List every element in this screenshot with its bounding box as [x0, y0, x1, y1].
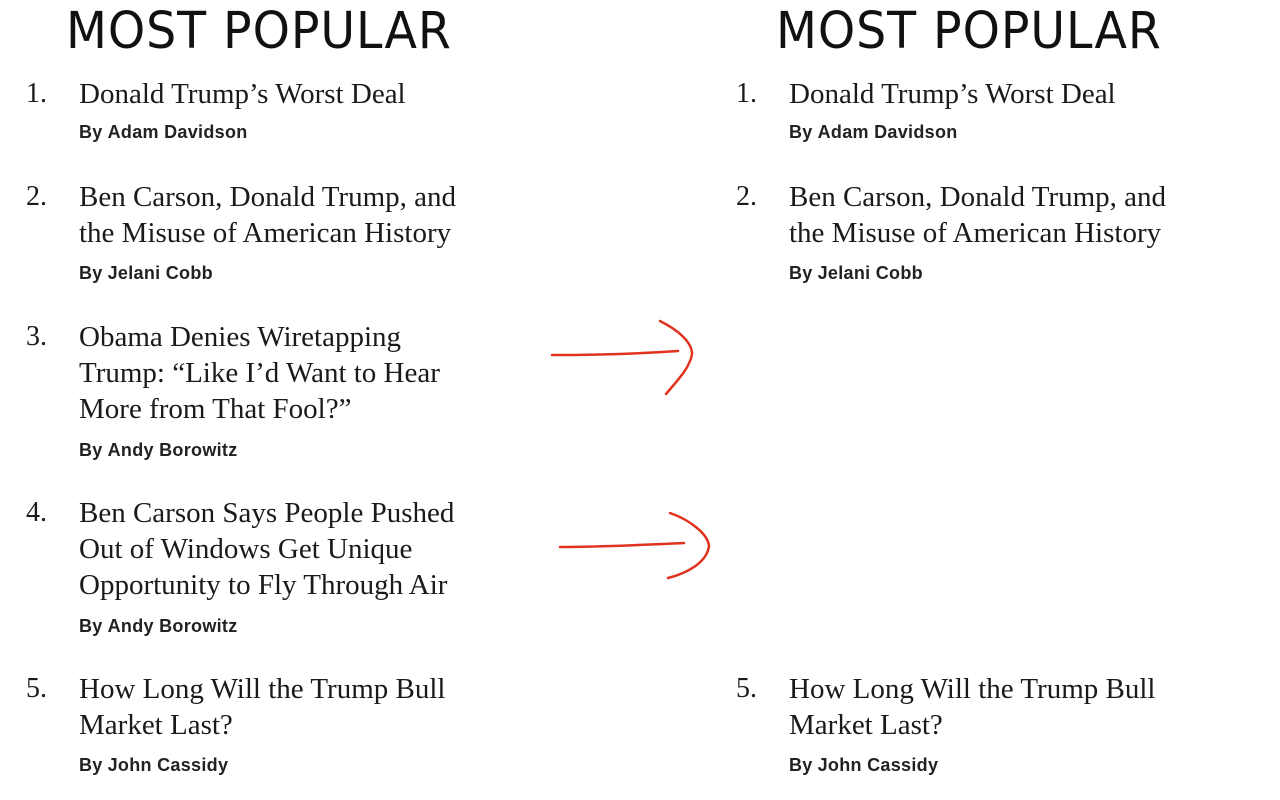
article-title-link[interactable]: Ben Carson Says People Pushed Out of Win… [79, 495, 454, 603]
article-title-link[interactable]: Donald Trump’s Worst Deal [789, 76, 1116, 112]
author-byline[interactable]: By Jelani Cobb [789, 263, 923, 284]
author-name: Jelani Cobb [817, 263, 923, 283]
author-name: Adam Davidson [107, 122, 248, 142]
author-byline[interactable]: By John Cassidy [79, 755, 228, 776]
title-line: Ben Carson Says People Pushed [79, 497, 455, 529]
title-line: Out of Windows Get Unique [79, 533, 413, 565]
title-line: More from That Fool?” [79, 393, 352, 425]
title-line: Donald Trump’s Worst Deal [789, 78, 1116, 110]
section-heading: MOST POPULAR [66, 2, 452, 61]
by-label: By [789, 263, 813, 283]
title-line: the Misuse of American History [79, 217, 452, 249]
item-number: 2. [736, 181, 757, 212]
arrow-right-icon [550, 319, 694, 396]
article-title-link[interactable]: How Long Will the Trump Bull Market Last… [789, 671, 1155, 743]
item-number: 1. [26, 78, 47, 109]
item-number: 2. [26, 181, 47, 212]
item-number: 4. [26, 497, 47, 528]
author-name: Andy Borowitz [107, 440, 238, 460]
section-heading: MOST POPULAR [776, 2, 1162, 61]
title-line: Ben Carson, Donald Trump, and [79, 181, 456, 213]
author-name: Andy Borowitz [107, 616, 238, 636]
article-title-link[interactable]: Donald Trump’s Worst Deal [79, 76, 406, 112]
article-title-link[interactable]: Ben Carson, Donald Trump, and the Misuse… [789, 179, 1166, 251]
item-number: 3. [26, 321, 47, 352]
title-line: the Misuse of American History [789, 217, 1162, 249]
most-popular-left: MOST POPULAR 1. Donald Trump’s Worst Dea… [0, 0, 520, 800]
author-name: Jelani Cobb [107, 263, 213, 283]
article-title-link[interactable]: Ben Carson, Donald Trump, and the Misuse… [79, 179, 456, 251]
by-label: By [79, 440, 103, 460]
title-line: Obama Denies Wiretapping [79, 321, 402, 353]
title-line: How Long Will the Trump Bull [789, 673, 1156, 705]
by-label: By [79, 263, 103, 283]
by-label: By [789, 755, 813, 775]
title-line: Ben Carson, Donald Trump, and [789, 181, 1166, 213]
author-byline[interactable]: By Andy Borowitz [79, 440, 238, 461]
by-label: By [79, 122, 103, 142]
author-name: John Cassidy [817, 755, 939, 775]
title-line: Trump: “Like I’d Want to Hear [79, 357, 440, 389]
item-number: 5. [26, 673, 47, 704]
article-title-link[interactable]: How Long Will the Trump Bull Market Last… [79, 671, 445, 743]
author-name: John Cassidy [107, 755, 229, 775]
title-line: How Long Will the Trump Bull [79, 673, 446, 705]
author-byline[interactable]: By Adam Davidson [789, 122, 958, 143]
author-byline[interactable]: By John Cassidy [789, 755, 938, 776]
most-popular-right: MOST POPULAR 1. Donald Trump’s Worst Dea… [710, 0, 1230, 800]
author-byline[interactable]: By Jelani Cobb [79, 263, 213, 284]
item-number: 5. [736, 673, 757, 704]
title-line: Donald Trump’s Worst Deal [79, 78, 406, 110]
title-line: Market Last? [789, 709, 943, 741]
title-line: Market Last? [79, 709, 233, 741]
arrow-right-icon [558, 511, 711, 580]
by-label: By [79, 755, 103, 775]
author-byline[interactable]: By Adam Davidson [79, 122, 248, 143]
by-label: By [789, 122, 813, 142]
author-name: Adam Davidson [817, 122, 958, 142]
by-label: By [79, 616, 103, 636]
item-number: 1. [736, 78, 757, 109]
author-byline[interactable]: By Andy Borowitz [79, 616, 238, 637]
article-title-link[interactable]: Obama Denies Wiretapping Trump: “Like I’… [79, 319, 440, 427]
title-line: Opportunity to Fly Through Air [79, 569, 448, 601]
